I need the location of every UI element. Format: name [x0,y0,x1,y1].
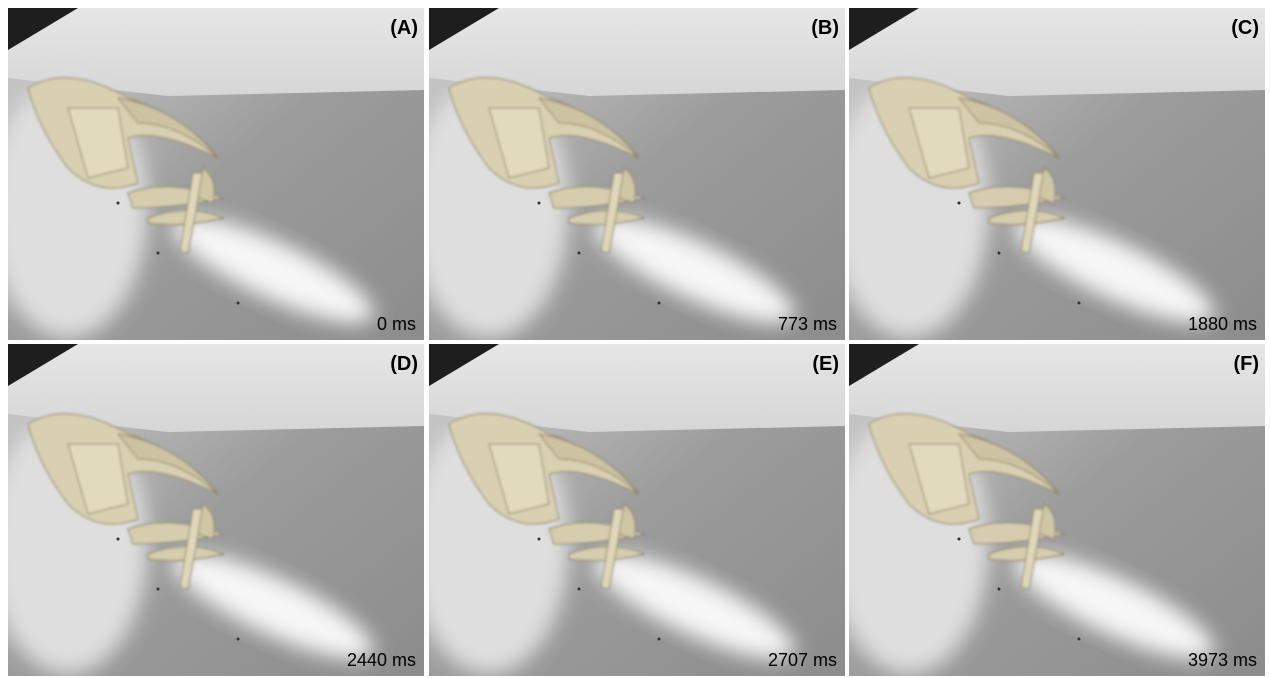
time-label: 1880 ms [1188,314,1257,334]
panel-label: (D) [390,353,418,375]
panel-label: (B) [811,17,839,39]
panel-label: (A) [390,17,418,39]
panel: (C) 1880 ms [829,8,1265,342]
xray-image [829,8,1265,342]
panel-label: (C) [1231,17,1259,39]
time-label: 2707 ms [768,650,837,670]
panel: (A) 0 ms [0,8,424,342]
panel: (B) 773 ms [409,8,845,342]
panel-label: (F) [1233,353,1259,375]
time-label: 3973 ms [1188,650,1257,670]
panels: (A) 0 ms (B) 773 ms (C) 1880 ms (D) 2440 ms (E) 2… [0,8,1265,678]
xray-image [409,344,845,678]
time-label: 2440 ms [347,650,416,670]
panel-label: (E) [812,353,839,375]
xray-image [0,344,424,678]
time-label: 773 ms [778,314,837,334]
panel: (D) 2440 ms [0,344,424,678]
time-label: 0 ms [377,314,416,334]
xray-image [829,344,1265,678]
xray-image [0,8,424,342]
panel: (F) 3973 ms [829,344,1265,678]
figure: (A) 0 ms (B) 773 ms (C) 1880 ms (D) 2440 ms (E) 2… [0,0,1270,678]
xray-image [409,8,845,342]
panel: (E) 2707 ms [409,344,845,678]
